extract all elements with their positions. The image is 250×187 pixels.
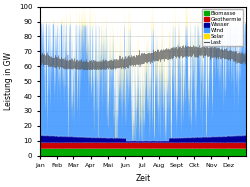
Legend: Biomasse, Geothermie, Wasser, Wind, Solar, Last: Biomasse, Geothermie, Wasser, Wind, Sola… (202, 9, 243, 46)
X-axis label: Zeit: Zeit (135, 174, 150, 183)
Y-axis label: Leistung in GW: Leistung in GW (4, 52, 13, 110)
